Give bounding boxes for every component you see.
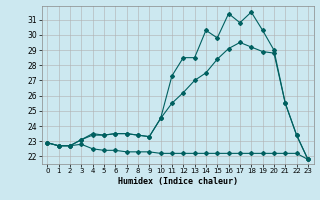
- X-axis label: Humidex (Indice chaleur): Humidex (Indice chaleur): [118, 177, 237, 186]
